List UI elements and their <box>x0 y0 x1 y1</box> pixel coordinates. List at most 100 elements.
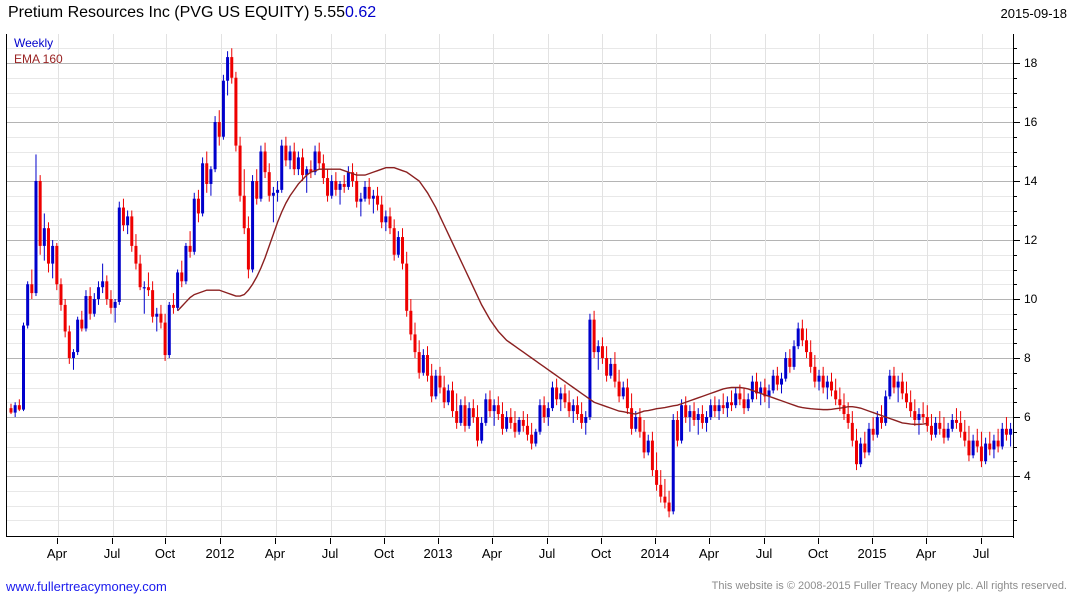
gridline-minor <box>7 93 1014 94</box>
gridline-vertical <box>439 34 440 536</box>
y-axis-label: 8 <box>1024 351 1031 365</box>
gridline-minor <box>7 314 1014 315</box>
y-axis-tick-minor <box>1014 491 1017 492</box>
y-axis-label: 14 <box>1024 174 1038 188</box>
gridline-minor <box>7 284 1014 285</box>
x-axis-label: Apr <box>264 546 286 561</box>
y-axis-tick-minor <box>1014 314 1017 315</box>
y-axis-tick-minor <box>1014 107 1017 108</box>
legend-interval: Weekly <box>14 36 54 50</box>
site-url-link[interactable]: www.fullertreacymoney.com <box>6 579 167 594</box>
gridline-vertical <box>927 34 928 536</box>
price-change: 0.62 <box>345 4 377 21</box>
gridline-major <box>7 122 1014 123</box>
y-axis-tick <box>1014 122 1020 123</box>
y-axis-tick-minor <box>1014 506 1017 507</box>
y-axis-tick-minor <box>1014 137 1017 138</box>
x-axis-tick <box>547 538 548 544</box>
y-axis-tick-minor <box>1014 211 1017 212</box>
gridline-major <box>7 63 1014 64</box>
y-axis-label: 18 <box>1024 56 1038 70</box>
gridline-minor <box>7 447 1014 448</box>
x-axis-tick <box>709 538 710 544</box>
gridline-vertical <box>656 34 657 536</box>
y-axis-label: 4 <box>1024 469 1031 483</box>
gridline-minor <box>7 270 1014 271</box>
y-axis-tick-minor <box>1014 388 1017 389</box>
y-axis-tick <box>1014 240 1020 241</box>
y-axis-tick-minor <box>1014 343 1017 344</box>
gridline-minor <box>7 211 1014 212</box>
x-axis-label: Apr <box>698 546 720 561</box>
gridline-minor <box>7 48 1014 49</box>
y-axis-tick-minor <box>1014 255 1017 256</box>
x-axis-label: Apr <box>481 546 503 561</box>
price-chart[interactable] <box>6 34 1014 537</box>
gridline-minor <box>7 166 1014 167</box>
y-axis-tick-minor <box>1014 447 1017 448</box>
gridline-vertical <box>602 34 603 536</box>
gridline-vertical <box>331 34 332 536</box>
gridline-minor <box>7 152 1014 153</box>
gridline-minor <box>7 329 1014 330</box>
gridline-major <box>7 476 1014 477</box>
gridline-minor <box>7 373 1014 374</box>
gridline-minor <box>7 506 1014 507</box>
instrument-title: Pretium Resources Inc (PVG US EQUITY) 5.… <box>8 4 345 21</box>
gridline-vertical <box>765 34 766 536</box>
y-axis-tick <box>1014 181 1020 182</box>
copyright-notice: This website is © 2008-2015 Fuller Treac… <box>711 580 1067 592</box>
x-axis-tick <box>330 538 331 544</box>
gridline-vertical <box>548 34 549 536</box>
gridline-minor <box>7 388 1014 389</box>
y-axis-tick <box>1014 417 1020 418</box>
gridline-minor <box>7 196 1014 197</box>
gridline-minor <box>7 461 1014 462</box>
gridline-major <box>7 358 1014 359</box>
chart-header: Pretium Resources Inc (PVG US EQUITY) 5.… <box>0 0 1075 30</box>
gridline-vertical <box>493 34 494 536</box>
x-axis-tick <box>220 538 221 544</box>
x-axis-label: 2014 <box>640 546 670 561</box>
x-axis-tick <box>872 538 873 544</box>
page-title: Pretium Resources Inc (PVG US EQUITY) 5.… <box>8 4 376 22</box>
y-axis-tick-minor <box>1014 402 1017 403</box>
gridline-vertical <box>873 34 874 536</box>
x-axis-tick <box>112 538 113 544</box>
x-axis-label: Apr <box>915 546 937 561</box>
x-axis-tick <box>764 538 765 544</box>
y-axis-label: 10 <box>1024 292 1038 306</box>
y-axis-tick-minor <box>1014 461 1017 462</box>
x-axis-label: Oct <box>154 546 176 561</box>
y-axis-tick-minor <box>1014 520 1017 521</box>
gridline-vertical <box>276 34 277 536</box>
y-axis-tick <box>1014 358 1020 359</box>
y-axis-tick-minor <box>1014 93 1017 94</box>
x-axis-label: Oct <box>373 546 395 561</box>
x-axis-label: Jul <box>755 546 773 561</box>
y-axis-tick-minor <box>1014 78 1017 79</box>
y-axis-tick-minor <box>1014 284 1017 285</box>
as-of-date: 2015-09-18 <box>1000 6 1068 21</box>
y-axis-tick-minor <box>1014 152 1017 153</box>
x-axis-tick <box>981 538 982 544</box>
x-axis-tick <box>438 538 439 544</box>
x-axis-tick <box>492 538 493 544</box>
gridline-minor <box>7 520 1014 521</box>
gridline-vertical <box>710 34 711 536</box>
plot-canvas[interactable] <box>7 34 1014 536</box>
x-axis-label: 2015 <box>857 546 887 561</box>
x-axis-tick <box>655 538 656 544</box>
x-axis-label: 2013 <box>423 546 453 561</box>
x-axis-label: Jul <box>103 546 121 561</box>
x-axis-tick <box>818 538 819 544</box>
y-axis-label: 12 <box>1024 233 1038 247</box>
gridline-major <box>7 240 1014 241</box>
x-axis-tick <box>926 538 927 544</box>
x-axis-label: Apr <box>46 546 68 561</box>
legend-ema-overlay: EMA 160 <box>14 52 63 66</box>
x-axis-label: Jul <box>972 546 990 561</box>
y-axis-label: 6 <box>1024 410 1031 424</box>
y-axis-tick-minor <box>1014 48 1017 49</box>
x-axis-label: 2012 <box>205 546 235 561</box>
